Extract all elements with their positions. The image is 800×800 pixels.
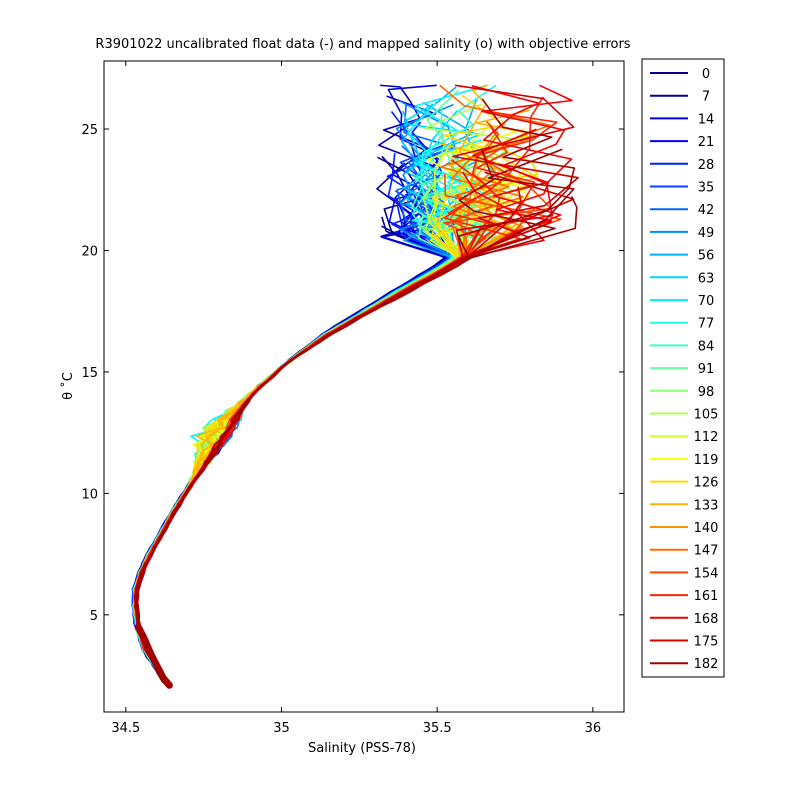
legend-label: 161 xyxy=(694,589,719,604)
plot-area xyxy=(104,61,624,712)
series-182 xyxy=(133,98,578,684)
chart-title: R3901022 uncalibrated float data (-) and… xyxy=(95,37,630,52)
x-tick-label: 34.5 xyxy=(111,721,140,736)
legend: 0 7 14 21 28 35 42 49 56 63 70 77 84 91 98 105 112 119 126… xyxy=(641,58,725,678)
legend-label: 112 xyxy=(694,430,719,445)
legend-label: 140 xyxy=(694,521,719,536)
legend-label: 70 xyxy=(698,294,715,309)
legend-label: 21 xyxy=(698,135,715,150)
legend-label: 35 xyxy=(698,181,715,196)
legend-label: 91 xyxy=(698,362,715,377)
y-tick-label: 20 xyxy=(81,244,98,259)
x-tick-label: 36 xyxy=(585,721,602,736)
deep-water-cluster xyxy=(134,623,173,689)
legend-label: 63 xyxy=(698,271,715,286)
y-axis-label: θ ˚C xyxy=(60,372,76,400)
y-tick-label: 5 xyxy=(90,609,98,624)
legend-label: 49 xyxy=(698,226,715,241)
plot-frame xyxy=(103,60,625,713)
y-tick-label: 15 xyxy=(81,366,98,381)
y-tick-label: 25 xyxy=(81,123,98,138)
legend-label: 175 xyxy=(694,635,719,650)
legend-label: 28 xyxy=(698,158,715,173)
legend-label: 14 xyxy=(698,112,715,127)
legend-label: 154 xyxy=(694,566,719,581)
legend-label: 77 xyxy=(698,317,715,332)
x-axis-label: Salinity (PSS-78) xyxy=(308,741,416,756)
legend-label: 42 xyxy=(698,203,715,218)
legend-label: 105 xyxy=(694,408,719,423)
legend-label: 126 xyxy=(694,476,719,491)
x-tick-label: 35 xyxy=(273,721,290,736)
legend-label: 7 xyxy=(702,90,710,105)
legend-label: 119 xyxy=(694,453,719,468)
legend-label: 168 xyxy=(694,612,719,627)
legend-label: 147 xyxy=(694,544,719,559)
x-tick-label: 35.5 xyxy=(423,721,452,736)
legend-label: 84 xyxy=(698,339,715,354)
legend-label: 0 xyxy=(702,67,710,82)
legend-label: 182 xyxy=(694,657,719,672)
profile-line xyxy=(133,148,556,684)
legend-label: 133 xyxy=(694,498,719,513)
legend-label: 98 xyxy=(698,385,715,400)
axes: 34.5 35 35.5 36 5 10 15 20 25 xyxy=(81,61,624,736)
profile-lines xyxy=(131,84,579,689)
legend-label: 56 xyxy=(698,249,715,264)
y-tick-label: 10 xyxy=(81,487,98,502)
